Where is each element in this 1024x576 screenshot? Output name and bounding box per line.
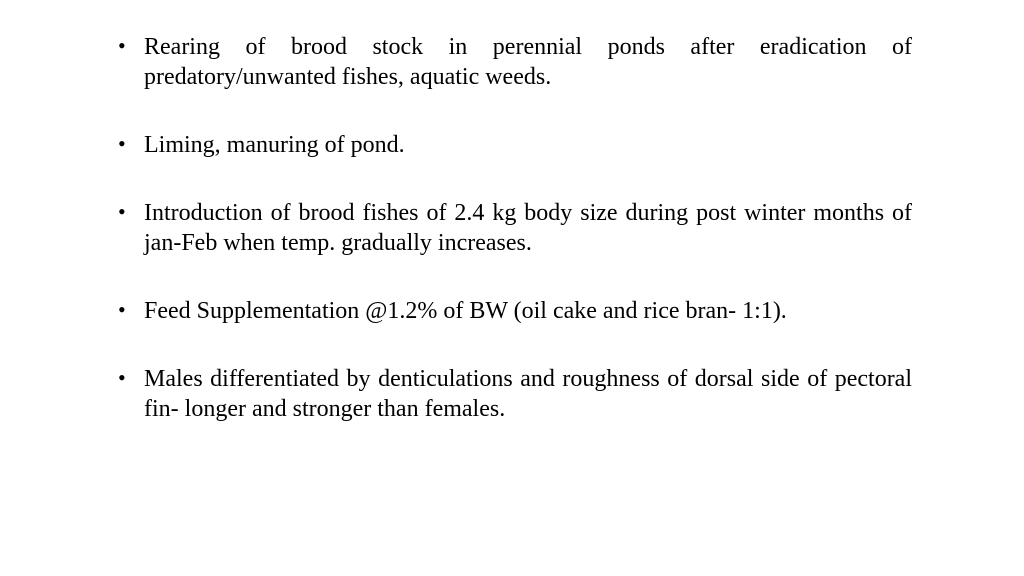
list-item: Rearing of brood stock in perennial pond…	[144, 32, 912, 92]
list-item: Liming, manuring of pond.	[144, 130, 912, 160]
list-item: Feed Supplementation @1.2% of BW (oil ca…	[144, 296, 912, 326]
list-item: Introduction of brood fishes of 2.4 kg b…	[144, 198, 912, 258]
list-item: Males differentiated by denticulations a…	[144, 364, 912, 424]
slide-bullet-list: Rearing of brood stock in perennial pond…	[144, 32, 912, 424]
